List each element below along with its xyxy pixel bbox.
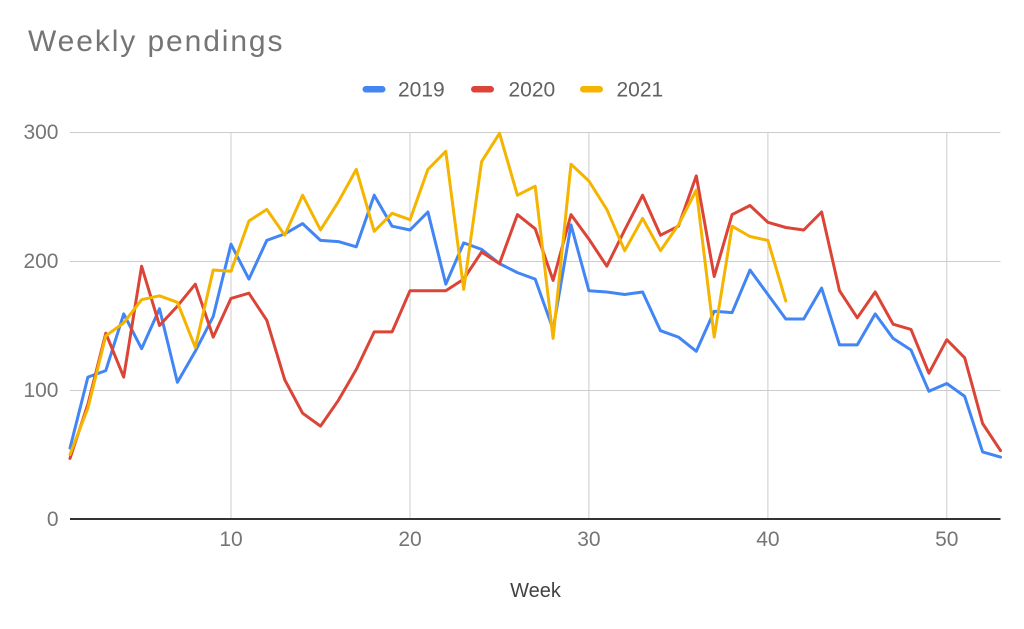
- svg-text:20: 20: [398, 528, 421, 551]
- svg-text:Week: Week: [510, 580, 562, 602]
- svg-text:0: 0: [47, 508, 59, 531]
- svg-text:100: 100: [23, 379, 58, 402]
- svg-text:2021: 2021: [617, 79, 664, 102]
- svg-text:30: 30: [577, 528, 600, 551]
- svg-text:Weekly pendings: Weekly pendings: [28, 25, 284, 58]
- svg-text:40: 40: [756, 528, 779, 551]
- svg-text:200: 200: [23, 250, 58, 273]
- svg-text:50: 50: [935, 528, 958, 551]
- svg-text:10: 10: [219, 528, 242, 551]
- svg-text:300: 300: [23, 121, 58, 144]
- svg-text:2019: 2019: [398, 79, 445, 102]
- svg-text:2020: 2020: [509, 79, 556, 102]
